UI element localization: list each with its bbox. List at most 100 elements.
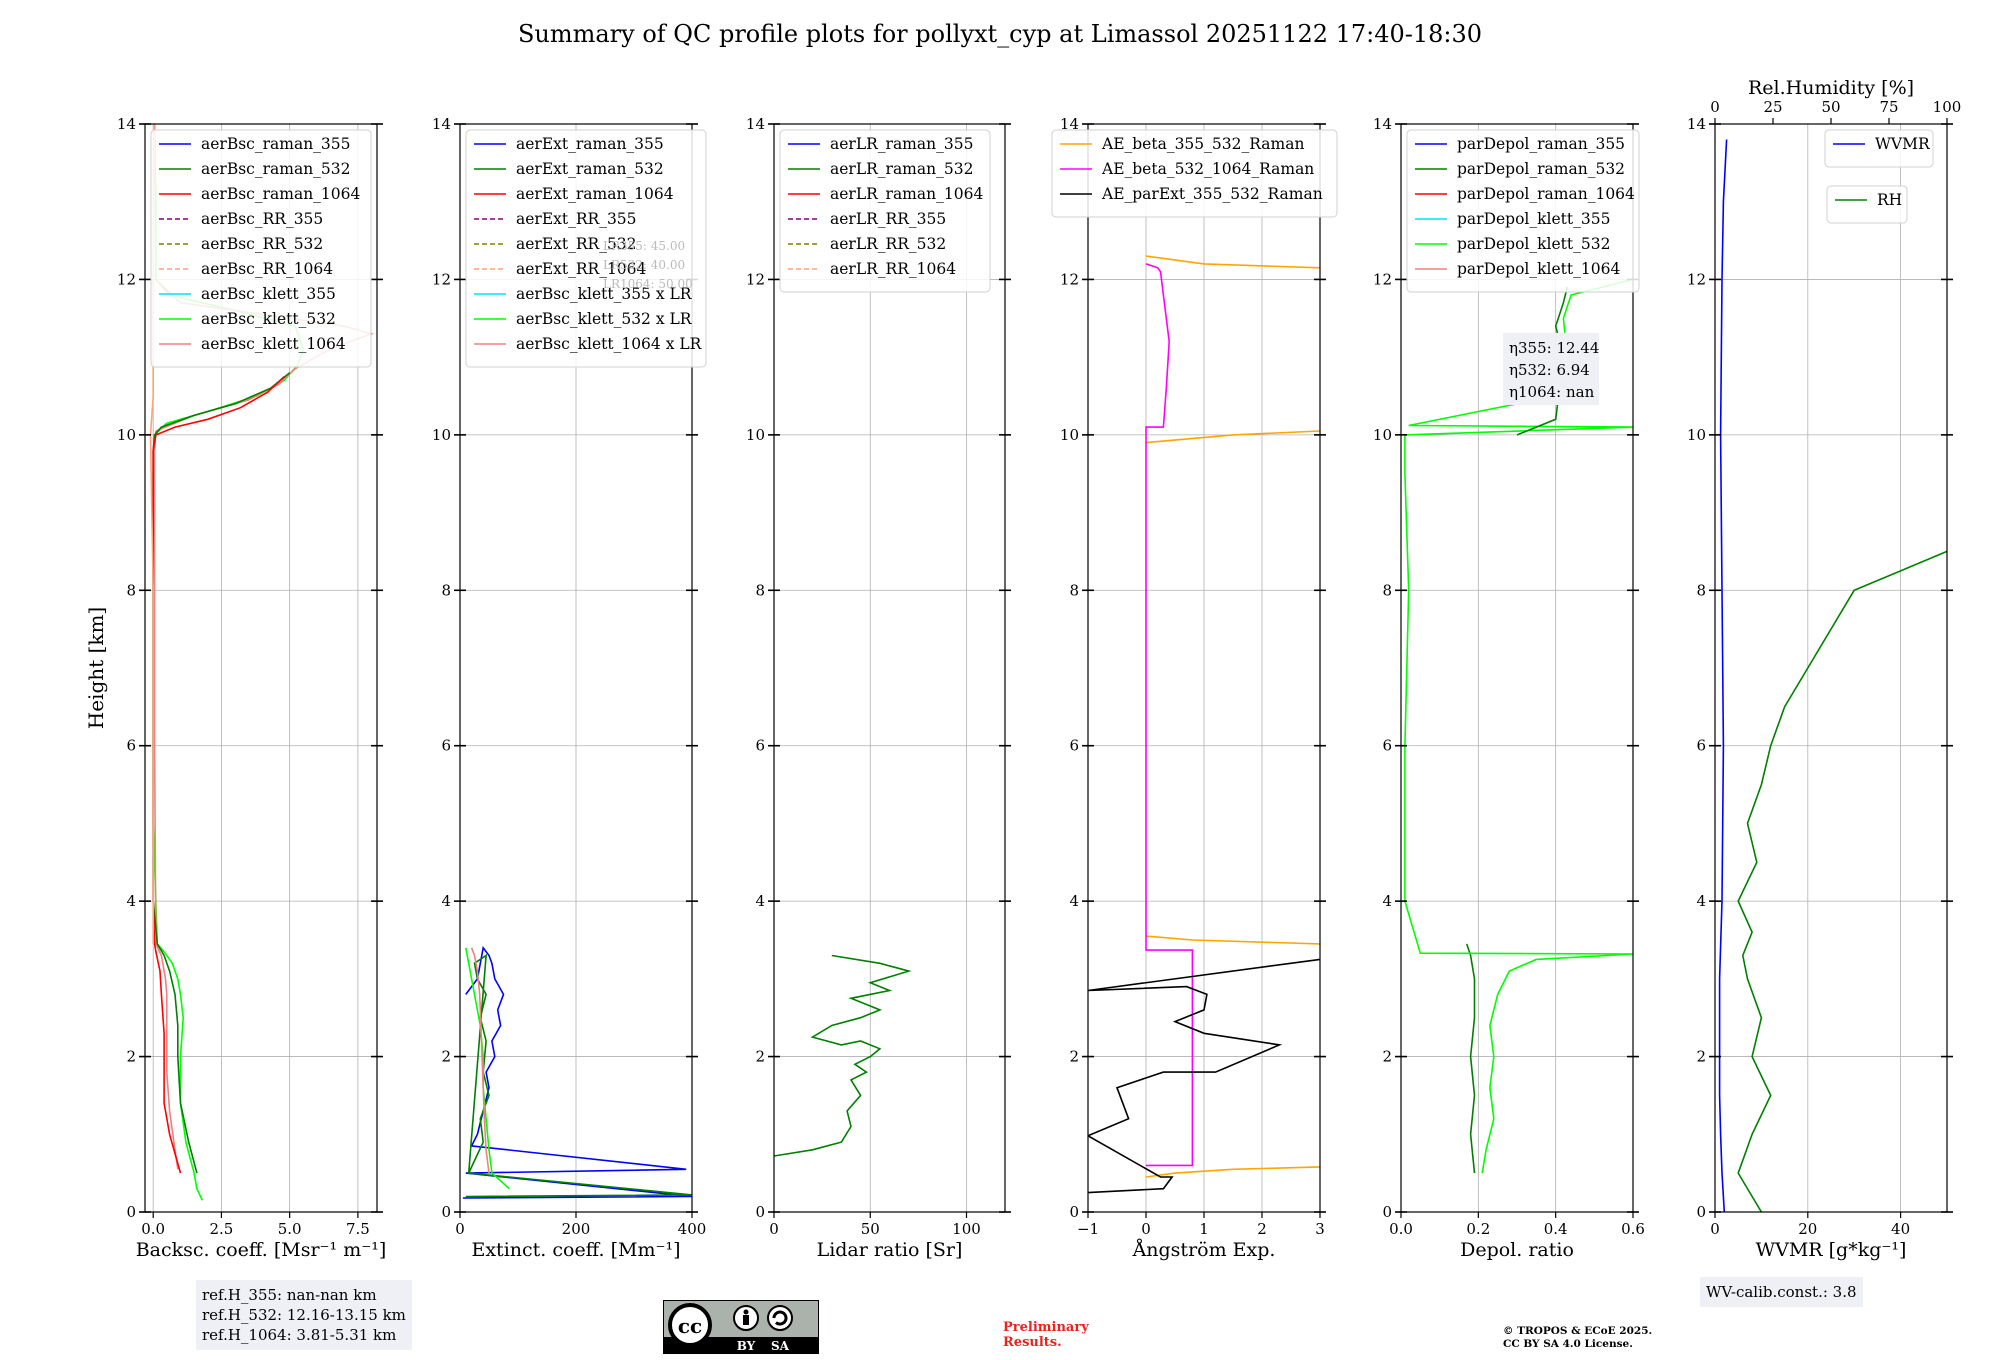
cc-sa-text: SA <box>771 1339 790 1353</box>
legend-entry: RH <box>1877 191 1902 209</box>
y-tick-label: 8 <box>1696 581 1706 599</box>
y-tick-label: 0 <box>441 1203 451 1221</box>
y-tick-label: 2 <box>1696 1048 1706 1066</box>
y-tick-label: 0 <box>1696 1203 1706 1221</box>
legend-entry: aerBsc_klett_1064 <box>201 335 346 353</box>
legend-frame <box>1051 129 1338 218</box>
x-axis-label: Extinct. coeff. [Mm⁻¹] <box>471 1239 680 1261</box>
y-tick-label: 12 <box>1060 270 1079 288</box>
series-AE_parExt_355_532_Raman <box>1088 958 1320 1194</box>
cc-icon <box>668 1303 712 1347</box>
top-x-tick-label: 75 <box>1879 98 1898 116</box>
y-tick-label: 12 <box>746 270 765 288</box>
legend-frame <box>1824 129 1934 168</box>
ref-height-1064: ref.H_1064: 3.81-5.31 km <box>202 1326 397 1344</box>
series-aerExt_raman_355 <box>462 945 692 1199</box>
by-icon-body <box>743 1315 749 1325</box>
axes-frame <box>1400 123 1634 1213</box>
preliminary-note: Preliminary Results. <box>1003 1320 1123 1350</box>
legend-entry: aerLR_RR_532 <box>830 235 946 253</box>
y-tick-label: 2 <box>1382 1048 1392 1066</box>
legend-entry: aerExt_RR_532 <box>516 235 637 253</box>
axes-frame <box>1714 123 1948 1213</box>
axes-frame <box>144 123 378 1213</box>
legend-entry: parDepol_raman_532 <box>1457 160 1625 178</box>
y-tick-label: 10 <box>432 426 451 444</box>
legend-entry: aerBsc_raman_1064 <box>201 185 361 203</box>
preliminary-line-2: Results. <box>1003 1335 1062 1350</box>
y-tick-label: 10 <box>1687 426 1706 444</box>
cc-by-text: BY <box>737 1339 756 1353</box>
legend-entry: aerBsc_klett_532 <box>201 310 336 328</box>
legend-entry: aerBsc_RR_355 <box>201 210 323 228</box>
y-tick-label: 10 <box>1060 426 1079 444</box>
legend-entry: aerExt_RR_1064 <box>516 260 647 278</box>
y-tick-label: 4 <box>441 892 451 910</box>
series-AE_beta_355_532_Raman <box>1145 935 1320 945</box>
legend-entry: aerBsc_klett_355 x LR <box>516 285 693 303</box>
legend-entry: aerBsc_raman_355 <box>201 135 351 153</box>
legend-entry: parDepol_klett_1064 <box>1457 260 1620 278</box>
legend-entry: parDepol_klett_532 <box>1457 235 1610 253</box>
figure-title: Summary of QC profile plots for pollyxt_… <box>517 20 1483 48</box>
series-aerBsc_klett_1064 <box>153 278 375 1170</box>
legend-entry: parDepol_klett_355 <box>1457 210 1610 228</box>
y-tick-label: 12 <box>1687 270 1706 288</box>
series-parDepol_klett_532 <box>1404 278 1633 1174</box>
eta-label: η1064: nan <box>1509 383 1595 401</box>
x-tick-label: 7.5 <box>346 1220 370 1238</box>
legend-entry: WVMR <box>1875 135 1931 153</box>
top-x-tick-label: 0 <box>1710 98 1720 116</box>
panel-depol: 0 2 4 6 8 10 12 14 0.0 0.2 0.4 0.6 Depol. ratio parDe… <box>1373 115 1645 1261</box>
legend-frame <box>779 129 991 293</box>
x-tick-label: 20 <box>1798 1220 1817 1238</box>
legend-entry: aerBsc_klett_532 x LR <box>516 310 693 328</box>
x-tick-label: 0.0 <box>1389 1220 1413 1238</box>
y-tick-label: 14 <box>1373 115 1392 133</box>
y-tick-label: 6 <box>1696 737 1706 755</box>
legend-wvmr: WVMR <box>1824 129 1934 168</box>
y-tick-label: 14 <box>1687 115 1706 133</box>
legend-angstrom: AE_beta_355_532_Raman AE_beta_532_1064_Ra… <box>1051 129 1338 218</box>
legend-entry: aerExt_RR_355 <box>516 210 637 228</box>
legend-entry: aerLR_RR_1064 <box>830 260 956 278</box>
sa-icon-arrow <box>772 1310 788 1326</box>
x-tick-label: 5.0 <box>278 1220 302 1238</box>
x-tick-label: 0.6 <box>1621 1220 1645 1238</box>
y-tick-label: 6 <box>1382 737 1392 755</box>
x-tick-label: 400 <box>678 1220 707 1238</box>
y-tick-label: 4 <box>755 892 765 910</box>
legend-entry: AE_parExt_355_532_Raman <box>1101 185 1323 203</box>
y-tick-label: 6 <box>755 737 765 755</box>
y-tick-label: 6 <box>441 737 451 755</box>
legend-entry: aerBsc_klett_1064 x LR <box>516 335 703 353</box>
x-tick-label: 2 <box>1257 1220 1267 1238</box>
x-tick-label: 0 <box>1710 1220 1720 1238</box>
y-tick-label: 2 <box>755 1048 765 1066</box>
legend-depol: parDepol_raman_355 parDepol_raman_532 parD… <box>1406 129 1640 293</box>
y-tick-label: 8 <box>441 581 451 599</box>
legend-entry: parDepol_raman_355 <box>1457 135 1625 153</box>
y-tick-label: 10 <box>1373 426 1392 444</box>
legend-entry: aerBsc_klett_355 <box>201 285 336 303</box>
x-tick-label: 40 <box>1891 1220 1910 1238</box>
legend-backscatter: aerBsc_raman_355 aerBsc_raman_532 aerBsc_r… <box>150 129 372 368</box>
y-tick-label: 2 <box>441 1048 451 1066</box>
series-AE_beta_355_532_Raman <box>1145 430 1320 444</box>
by-icon-head <box>743 1309 749 1315</box>
x-tick-label: 50 <box>861 1220 880 1238</box>
lr-label: LR355: 45.00 <box>603 239 685 253</box>
legend-entry: aerBsc_RR_1064 <box>201 260 333 278</box>
y-tick-label: 10 <box>746 426 765 444</box>
series-WVMR <box>1718 139 1728 1212</box>
legend-entry: aerExt_raman_1064 <box>516 185 674 203</box>
legend-entry: aerLR_raman_532 <box>830 160 973 178</box>
y-tick-label: 2 <box>126 1048 136 1066</box>
x-tick-label: 0.4 <box>1544 1220 1568 1238</box>
copyright-note: © TROPOS & ECoE 2025. CC BY SA 4.0 Licen… <box>1503 1325 1723 1351</box>
x-tick-label: −1 <box>1077 1220 1099 1238</box>
